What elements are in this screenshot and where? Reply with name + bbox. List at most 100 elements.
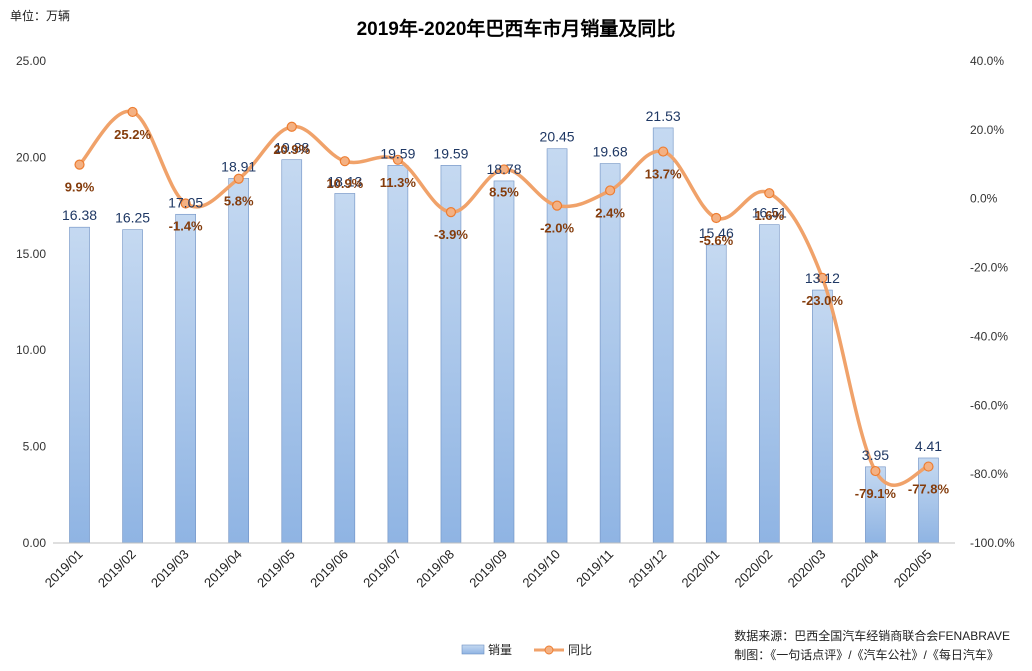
x-tick-label: 2019/02 <box>95 547 139 591</box>
y-right-tick-label: -80.0% <box>970 467 1008 481</box>
bar-value-label: 18.13 <box>327 173 362 189</box>
source-line: 数据来源：巴西全国汽车经销商联合会FENABRAVE <box>734 629 1010 643</box>
legend-line-marker <box>544 645 554 655</box>
legend-line-label: 同比 <box>568 643 592 657</box>
x-tick-label: 2020/01 <box>679 547 723 591</box>
bar-value-label: 16.25 <box>115 210 150 226</box>
yoy-point-2020-02 <box>764 188 775 199</box>
credit-line: 制图：《一句话点评》/《汽车公社》/《每日汽车》 <box>734 648 999 662</box>
y-right-tick-label: -60.0% <box>970 398 1008 412</box>
y-right-tick-label: -100.0% <box>970 536 1015 550</box>
yoy-value-label: -1.4% <box>169 219 203 234</box>
bar-value-label: 16.51 <box>752 205 787 221</box>
yoy-value-label: -23.0% <box>802 293 844 308</box>
bar-2019-01 <box>69 226 90 544</box>
bar-2019-04 <box>228 178 250 544</box>
yoy-value-label: -79.1% <box>855 486 897 501</box>
yoy-point-2019-07 <box>392 154 403 165</box>
yoy-line <box>77 109 931 487</box>
yoy-point-2019-01 <box>74 159 85 170</box>
y-right-tick-label: 0.0% <box>970 192 998 206</box>
x-tick-label: 2019/04 <box>201 547 245 591</box>
x-tick-label: 2020/04 <box>838 547 882 591</box>
x-tick-label: 2019/07 <box>360 547 404 591</box>
bar-2019-09 <box>493 180 515 544</box>
bar-value-label: 19.59 <box>380 145 415 161</box>
yoy-value-label: 9.9% <box>65 180 95 195</box>
y-left-tick-label: 25.00 <box>16 54 46 68</box>
bar-2019-06 <box>334 193 356 544</box>
yoy-point-2020-01 <box>711 212 722 224</box>
yoy-point-2019-05 <box>286 121 297 132</box>
yoy-point-2019-06 <box>339 156 350 167</box>
bar-2020-03 <box>812 289 833 544</box>
legend-bar-label: 销量 <box>488 643 512 657</box>
unit-label: 单位：万辆 <box>10 9 71 23</box>
bar-value-label: 18.78 <box>486 161 521 177</box>
y-right-tick-label: 40.0% <box>970 54 1004 68</box>
yoy-value-label: 1.6% <box>754 208 784 223</box>
y-right-tick-label: 20.0% <box>970 123 1004 137</box>
bar-value-label: 3.95 <box>862 447 889 463</box>
yoy-value-label: 13.7% <box>645 167 682 182</box>
x-tick-label: 2019/06 <box>307 547 351 591</box>
bar-2019-11 <box>599 163 621 544</box>
source-note: 数据来源：巴西全国汽车经销商联合会FENABRAVE 制图：《一句话点评》/《汽… <box>734 627 1010 665</box>
bar-value-label: 18.91 <box>221 158 256 174</box>
yoy-point-2019-04 <box>233 173 244 184</box>
y-right-tick-label: -40.0% <box>970 329 1008 343</box>
bar-value-label: 4.41 <box>915 438 942 454</box>
yoy-value-label: -5.6% <box>699 233 733 248</box>
yoy-value-label: 20.9% <box>273 142 310 157</box>
bar-value-label: 19.88 <box>274 140 309 156</box>
yoy-point-2019-02 <box>127 106 138 118</box>
bar-2019-12 <box>652 127 674 544</box>
yoy-value-label: 25.2% <box>114 127 151 142</box>
y-left-tick-label: 10.00 <box>16 343 46 357</box>
yoy-point-2019-10 <box>551 200 563 211</box>
bar-value-label: 20.45 <box>540 129 575 145</box>
yoy-value-label: -3.9% <box>434 227 468 242</box>
x-tick-label: 2019/05 <box>254 547 298 591</box>
x-tick-label: 2019/12 <box>625 547 669 591</box>
yoy-point-2020-04 <box>870 465 881 477</box>
yoy-point-2019-08 <box>445 207 457 218</box>
x-tick-label: 2020/05 <box>891 547 935 591</box>
x-tick-label: 2019/11 <box>573 547 616 590</box>
bar-2019-07 <box>387 165 409 544</box>
yoy-value-label: -2.0% <box>540 221 574 236</box>
x-tick-label: 2020/03 <box>785 547 829 591</box>
x-tick-label: 2019/01 <box>42 547 86 591</box>
yoy-value-label: -77.8% <box>908 482 950 497</box>
bar-value-label: 13.12 <box>805 270 840 286</box>
yoy-value-label: 10.9% <box>326 176 363 191</box>
bar-2019-08 <box>440 165 462 544</box>
bar-2019-02 <box>122 229 143 544</box>
yoy-point-2019-12 <box>658 146 669 157</box>
yoy-value-label: 11.3% <box>380 175 417 190</box>
x-tick-label: 2019/03 <box>148 547 192 591</box>
bar-2019-05 <box>281 159 303 544</box>
bar-value-label: 19.59 <box>433 145 468 161</box>
bar-value-label: 16.38 <box>62 207 97 223</box>
y-left-tick-label: 0.00 <box>23 536 47 550</box>
bar-value-label: 15.46 <box>699 225 734 241</box>
yoy-point-2019-03 <box>180 198 191 209</box>
bar-2019-03 <box>175 213 196 544</box>
chart-title: 2019年-2020年巴西车市月销量及同比 <box>356 19 676 40</box>
x-tick-label: 2019/10 <box>519 547 563 591</box>
legend-bar-swatch <box>461 644 485 655</box>
yoy-point-2019-11 <box>605 185 616 196</box>
bar-value-label: 17.05 <box>168 194 203 210</box>
yoy-point-2019-09 <box>498 164 510 175</box>
bar-2020-02 <box>758 224 780 544</box>
bar-value-label: 21.53 <box>646 108 681 124</box>
bar-value-label: 19.68 <box>593 144 628 160</box>
y-right-tick-label: -20.0% <box>970 261 1008 275</box>
x-tick-label: 2020/02 <box>732 547 776 591</box>
yoy-value-label: 2.4% <box>595 205 625 220</box>
x-tick-label: 2019/08 <box>413 547 457 591</box>
yoy-value-label: 5.8% <box>224 194 254 209</box>
